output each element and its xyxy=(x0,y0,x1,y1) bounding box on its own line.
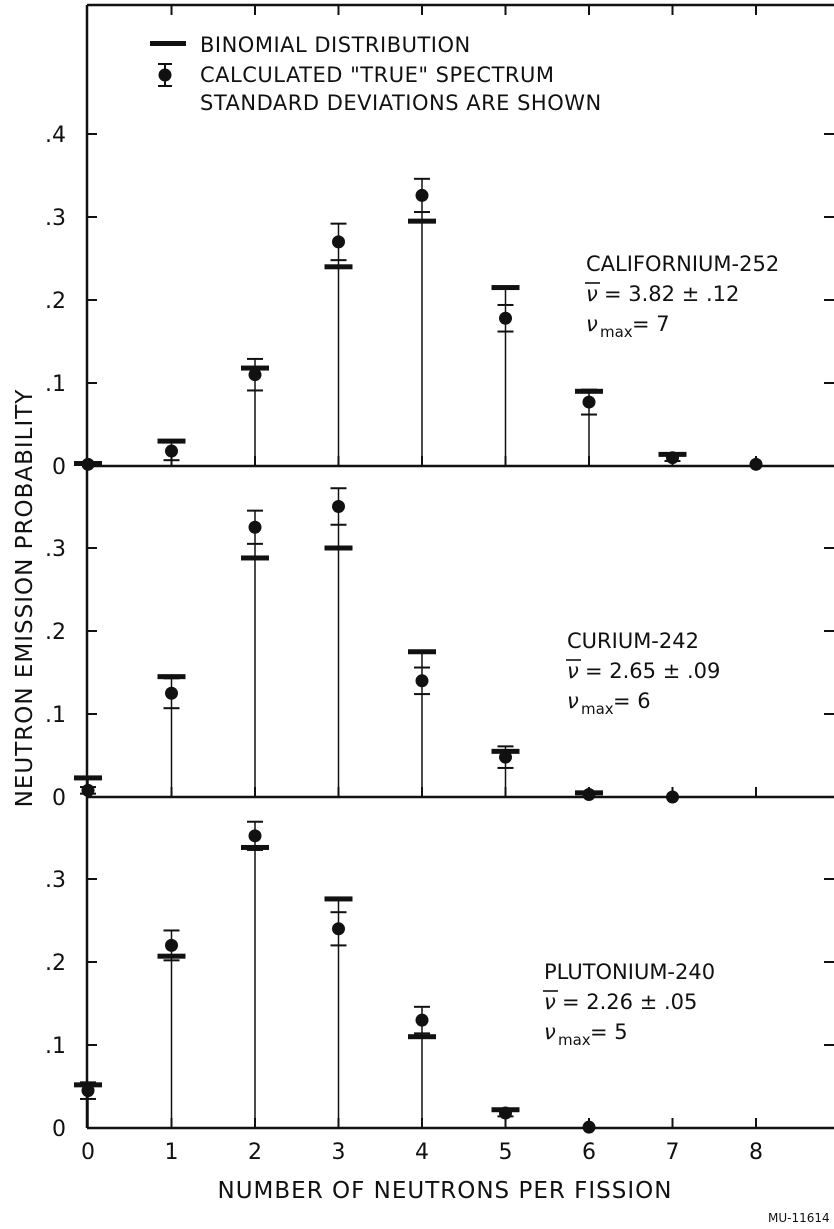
true-spectrum-point-p1-x3 xyxy=(332,500,345,513)
binomial-bar-p1-x2 xyxy=(241,555,269,561)
legend-note: STANDARD DEVIATIONS ARE SHOWN xyxy=(200,91,602,115)
true-spectrum-point-p0-x2 xyxy=(248,368,262,382)
true-spectrum-point-p1-x1 xyxy=(165,686,178,700)
true-spectrum-point-p0-x1 xyxy=(165,444,178,458)
binomial-bar-p0-x3 xyxy=(324,264,353,270)
nu-max-subscript-p0: max xyxy=(600,323,633,341)
legend-true-spectrum-marker xyxy=(158,63,172,87)
nu-max-symbol-p2: ν xyxy=(544,1020,556,1044)
nu-max-symbol-p0: ν xyxy=(586,312,598,336)
nu-max-line-p2: ν max = 5 xyxy=(544,1020,628,1049)
y-tick-label-p2-3: 0 xyxy=(52,1117,66,1142)
x-tick-label-8: 8 xyxy=(749,1140,763,1165)
data-marks xyxy=(74,177,763,1134)
y-tick-label-p1-0: .3 xyxy=(45,537,66,562)
y-tick-label-p1-3: 0 xyxy=(52,786,66,811)
nu-max-value-p1: = 6 xyxy=(613,689,651,713)
binomial-bar-p1-x3 xyxy=(324,545,353,551)
nu-bar-line-p0: ν = 3.82 ± .12 xyxy=(585,282,739,306)
true-spectrum-point-p2-x0 xyxy=(81,1084,95,1098)
nuclide-label-p2: PLUTONIUM-240 xyxy=(544,960,715,984)
nu-bar-value-p2: = 2.26 ± .05 xyxy=(562,990,697,1014)
binomial-bar-p2-x2 xyxy=(241,844,269,850)
x-tick-label-5: 5 xyxy=(499,1140,513,1165)
x-tick-label-1: 1 xyxy=(165,1140,179,1165)
binomial-bar-p1-x0 xyxy=(74,775,102,781)
x-tick-label-7: 7 xyxy=(666,1140,680,1165)
binomial-bar-p2-x1 xyxy=(157,953,186,959)
true-spectrum-point-p0-x6 xyxy=(582,395,596,409)
y-tick-label-p2-2: .1 xyxy=(45,1034,66,1059)
legend: BINOMIAL DISTRIBUTION CALCULATED "TRUE" … xyxy=(150,33,602,115)
true-spectrum-point-p1-x7 xyxy=(666,790,679,804)
true-spectrum-point-p0-x8 xyxy=(749,457,763,471)
true-spectrum-point-p2-x5 xyxy=(499,1106,512,1120)
legend-binomial-label: BINOMIAL DISTRIBUTION xyxy=(200,33,471,57)
binomial-bar-p0-x6 xyxy=(575,388,603,394)
y-tick-label-p0-1: .3 xyxy=(45,206,66,231)
true-spectrum-point-p2-x1 xyxy=(165,938,178,952)
nu-bar-value-p1: = 2.65 ± .09 xyxy=(585,659,720,683)
nu-bar-symbol-p1: ν xyxy=(567,659,579,683)
x-tick-label-6: 6 xyxy=(582,1140,596,1165)
nu-bar-symbol-p0: ν xyxy=(586,282,598,306)
binomial-bar-p2-x4 xyxy=(408,1034,436,1040)
true-spectrum-point-p0-x7 xyxy=(666,451,679,465)
nu-max-value-p2: = 5 xyxy=(590,1020,628,1044)
true-spectrum-point-p1-x0 xyxy=(81,783,95,797)
y-tick-label-p1-1: .2 xyxy=(45,620,66,645)
plot-frame xyxy=(85,3,834,1130)
nu-bar-value-p0: = 3.82 ± .12 xyxy=(604,282,739,306)
y-tick-label-p0-3: .1 xyxy=(45,372,66,397)
binomial-bar-p0-x2 xyxy=(241,365,269,371)
nu-bar-symbol-p2: ν xyxy=(544,990,556,1014)
nuclide-label-p0: CALIFORNIUM-252 xyxy=(586,252,779,276)
nu-max-line-p1: ν max = 6 xyxy=(567,689,651,718)
y-tick-label-p2-0: .3 xyxy=(45,868,66,893)
true-spectrum-point-p0-x3 xyxy=(332,235,345,249)
true-spectrum-point-p1-x4 xyxy=(415,674,429,688)
true-spectrum-point-p2-x6 xyxy=(582,1120,596,1134)
true-spectrum-point-p2-x3 xyxy=(332,922,345,936)
true-spectrum-point-p1-x5 xyxy=(499,750,512,764)
figure-reference-code: MU-11614 xyxy=(768,1211,830,1225)
binomial-bar-p2-x3 xyxy=(324,896,353,902)
y-tick-label-p0-2: .2 xyxy=(45,289,66,314)
nu-bar-line-p1: ν = 2.65 ± .09 xyxy=(566,659,720,683)
binomial-bar-p1-x1 xyxy=(157,674,186,680)
true-spectrum-point-p1-x6 xyxy=(582,788,596,802)
nu-max-subscript-p2: max xyxy=(558,1031,591,1049)
true-spectrum-point-p0-x5 xyxy=(499,311,512,325)
true-spectrum-point-p0-x0 xyxy=(81,457,95,471)
true-spectrum-point-p2-x2 xyxy=(248,829,262,843)
y-tick-label-p1-2: .1 xyxy=(45,703,66,728)
nu-max-symbol-p1: ν xyxy=(567,689,579,713)
y-axis-title: NEUTRON EMISSION PROBABILITY xyxy=(12,389,38,808)
x-tick-label-0: 0 xyxy=(81,1140,95,1165)
y-tick-label-p0-0: .4 xyxy=(45,123,66,148)
legend-binomial-marker xyxy=(150,41,186,46)
nu-max-subscript-p1: max xyxy=(581,700,614,718)
y-tick-label-p0-4: 0 xyxy=(52,455,66,480)
nu-bar-line-p2: ν = 2.26 ± .05 xyxy=(543,990,697,1014)
nuclide-label-p1: CURIUM-242 xyxy=(567,629,699,653)
nu-max-line-p0: ν max = 7 xyxy=(586,312,670,341)
y-tick-label-p2-1: .2 xyxy=(45,951,66,976)
binomial-bar-p0-x4 xyxy=(408,218,436,224)
true-spectrum-point-p0-x4 xyxy=(415,188,429,202)
binomial-bar-p0-x5 xyxy=(491,285,520,291)
true-spectrum-point-p2-x4 xyxy=(415,1013,429,1027)
nu-max-value-p0: = 7 xyxy=(632,312,670,336)
x-axis-title: NUMBER OF NEUTRONS PER FISSION xyxy=(218,1178,673,1204)
true-spectrum-point-p1-x2 xyxy=(248,520,262,534)
binomial-bar-p1-x4 xyxy=(408,649,436,655)
x-tick-label-3: 3 xyxy=(332,1140,346,1165)
x-tick-label-4: 4 xyxy=(415,1140,429,1165)
axis-ticks: 0 1 2 3 4 5 6 7 8 .4 .3 .2 .1 0 .3 .2 .1 0 .3 .2 .1 0 xyxy=(45,5,834,1165)
x-tick-label-2: 2 xyxy=(248,1140,262,1165)
legend-true-spectrum-label: CALCULATED "TRUE" SPECTRUM xyxy=(200,63,555,87)
